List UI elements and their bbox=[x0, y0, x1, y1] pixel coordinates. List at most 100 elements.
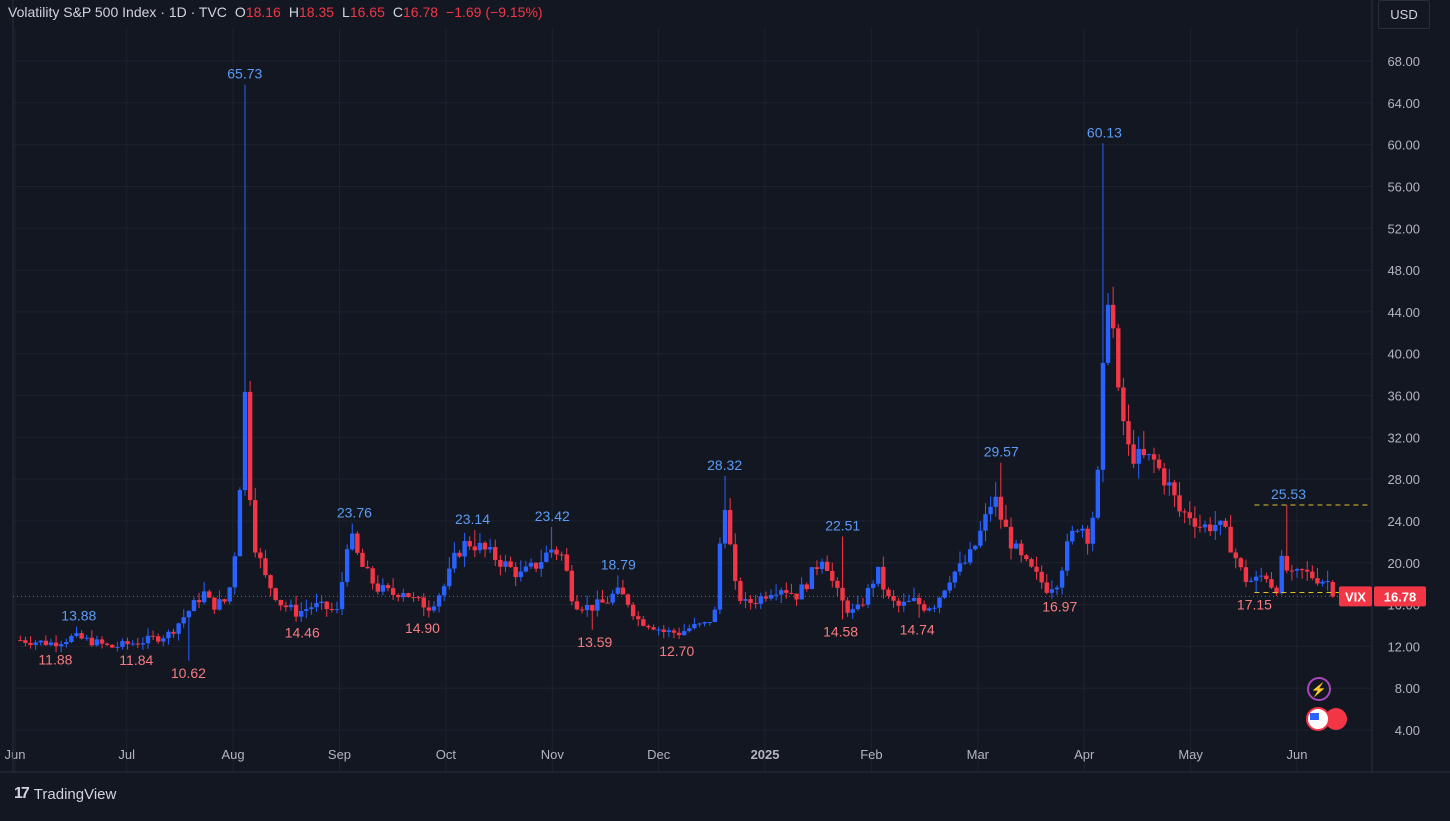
low-price-label: 14.58 bbox=[823, 623, 858, 639]
candle-body bbox=[727, 510, 733, 545]
candle-body bbox=[911, 597, 917, 601]
candle-body bbox=[1218, 520, 1223, 525]
high-value: 18.35 bbox=[298, 4, 335, 20]
candle-body bbox=[722, 510, 728, 544]
candle-body bbox=[1233, 552, 1238, 559]
candle-body bbox=[28, 642, 33, 645]
tradingview-brand: TradingView bbox=[33, 785, 117, 803]
symbol-name[interactable]: Volatility S&P 500 Index · 1D · TVC bbox=[8, 4, 227, 20]
candle-body bbox=[1279, 555, 1284, 594]
y-tick-label: 36.00 bbox=[1387, 389, 1420, 404]
low-price-label: 11.88 bbox=[38, 652, 72, 668]
y-tick-label: 24.00 bbox=[1387, 514, 1420, 529]
candle-body bbox=[743, 599, 748, 601]
candle-body bbox=[309, 607, 314, 610]
high-price-label: 23.14 bbox=[455, 511, 490, 527]
candle-body bbox=[1029, 559, 1034, 567]
candle-body bbox=[707, 622, 712, 624]
candle-body bbox=[467, 541, 472, 547]
symbol-badge-bg bbox=[1339, 586, 1372, 607]
candle-body bbox=[166, 631, 171, 639]
candle-body bbox=[641, 619, 646, 626]
candle-body bbox=[804, 584, 809, 590]
y-tick-label: 44.00 bbox=[1387, 305, 1420, 320]
candle-body bbox=[207, 591, 212, 598]
candle-body bbox=[1177, 495, 1182, 512]
high-price-label: 23.76 bbox=[337, 504, 372, 520]
candle-body bbox=[962, 562, 968, 564]
candle-body bbox=[717, 543, 723, 610]
candle-body bbox=[1121, 387, 1126, 422]
candle-body bbox=[539, 561, 544, 569]
candle-body bbox=[344, 549, 350, 583]
candle-body bbox=[314, 602, 319, 608]
y-tick-label: 64.00 bbox=[1387, 96, 1420, 111]
candle-body bbox=[615, 587, 621, 594]
candle-body bbox=[396, 594, 401, 598]
candle-body bbox=[135, 643, 140, 645]
tradingview-footer[interactable]: 17 TradingView bbox=[14, 785, 116, 803]
candle-body bbox=[125, 641, 130, 645]
candle-body bbox=[937, 597, 942, 608]
candle-body bbox=[390, 588, 396, 595]
candle-body bbox=[237, 490, 243, 557]
candle-body bbox=[43, 640, 49, 646]
candle-body bbox=[702, 622, 707, 624]
candle-body bbox=[1253, 576, 1259, 581]
tradingview-logo-icon: 17 bbox=[14, 785, 30, 802]
candle-body bbox=[1110, 304, 1116, 329]
candle-body bbox=[503, 561, 508, 567]
y-tick-label: 8.00 bbox=[1395, 681, 1420, 696]
high-price-label: 60.13 bbox=[1087, 124, 1122, 140]
candle-body bbox=[161, 638, 166, 642]
candle-body bbox=[334, 609, 340, 611]
candle-body bbox=[1197, 526, 1203, 528]
candle-body bbox=[84, 637, 89, 639]
candle-body bbox=[1080, 528, 1085, 531]
candle-body bbox=[1146, 454, 1152, 456]
candle-body bbox=[171, 631, 176, 634]
candle-body bbox=[957, 563, 963, 572]
high-price-label: 18.79 bbox=[601, 556, 636, 572]
candle-body bbox=[33, 642, 38, 645]
candle-body bbox=[870, 583, 876, 589]
candle-body bbox=[74, 633, 79, 636]
high-price-label: 29.57 bbox=[984, 444, 1019, 460]
low-price-label: 14.90 bbox=[405, 620, 440, 636]
y-tick-label: 40.00 bbox=[1387, 347, 1420, 362]
candle-body bbox=[886, 589, 891, 596]
candle-body bbox=[380, 585, 386, 592]
candle-body bbox=[1299, 569, 1305, 571]
candle-body bbox=[104, 643, 110, 645]
candle-body bbox=[1151, 454, 1157, 460]
x-tick-label: Aug bbox=[222, 747, 245, 762]
candle-body bbox=[53, 642, 59, 647]
candle-body bbox=[1054, 587, 1060, 590]
candle-body bbox=[1248, 580, 1254, 582]
candle-body bbox=[156, 636, 161, 642]
candle-body bbox=[431, 606, 437, 611]
candle-body bbox=[860, 604, 866, 606]
candle-body bbox=[355, 533, 360, 553]
high-price-label: 28.32 bbox=[707, 457, 742, 473]
candle-body bbox=[115, 646, 120, 648]
candle-body bbox=[1315, 578, 1320, 584]
candle-body bbox=[605, 602, 610, 604]
currency-button[interactable]: USD bbox=[1378, 0, 1430, 29]
candle-body bbox=[1090, 517, 1095, 544]
candle-body bbox=[876, 566, 881, 584]
x-tick-label: Feb bbox=[860, 747, 882, 762]
candle-body bbox=[1064, 541, 1070, 571]
candle-body bbox=[738, 580, 743, 601]
candle-body bbox=[426, 607, 432, 611]
candle-body bbox=[89, 637, 95, 646]
candle-body bbox=[1049, 589, 1055, 593]
x-tick-label: Oct bbox=[436, 747, 457, 762]
candle-body bbox=[855, 604, 861, 610]
candle-body bbox=[1105, 304, 1111, 363]
candle-body bbox=[779, 590, 784, 595]
candle-body bbox=[978, 530, 983, 546]
